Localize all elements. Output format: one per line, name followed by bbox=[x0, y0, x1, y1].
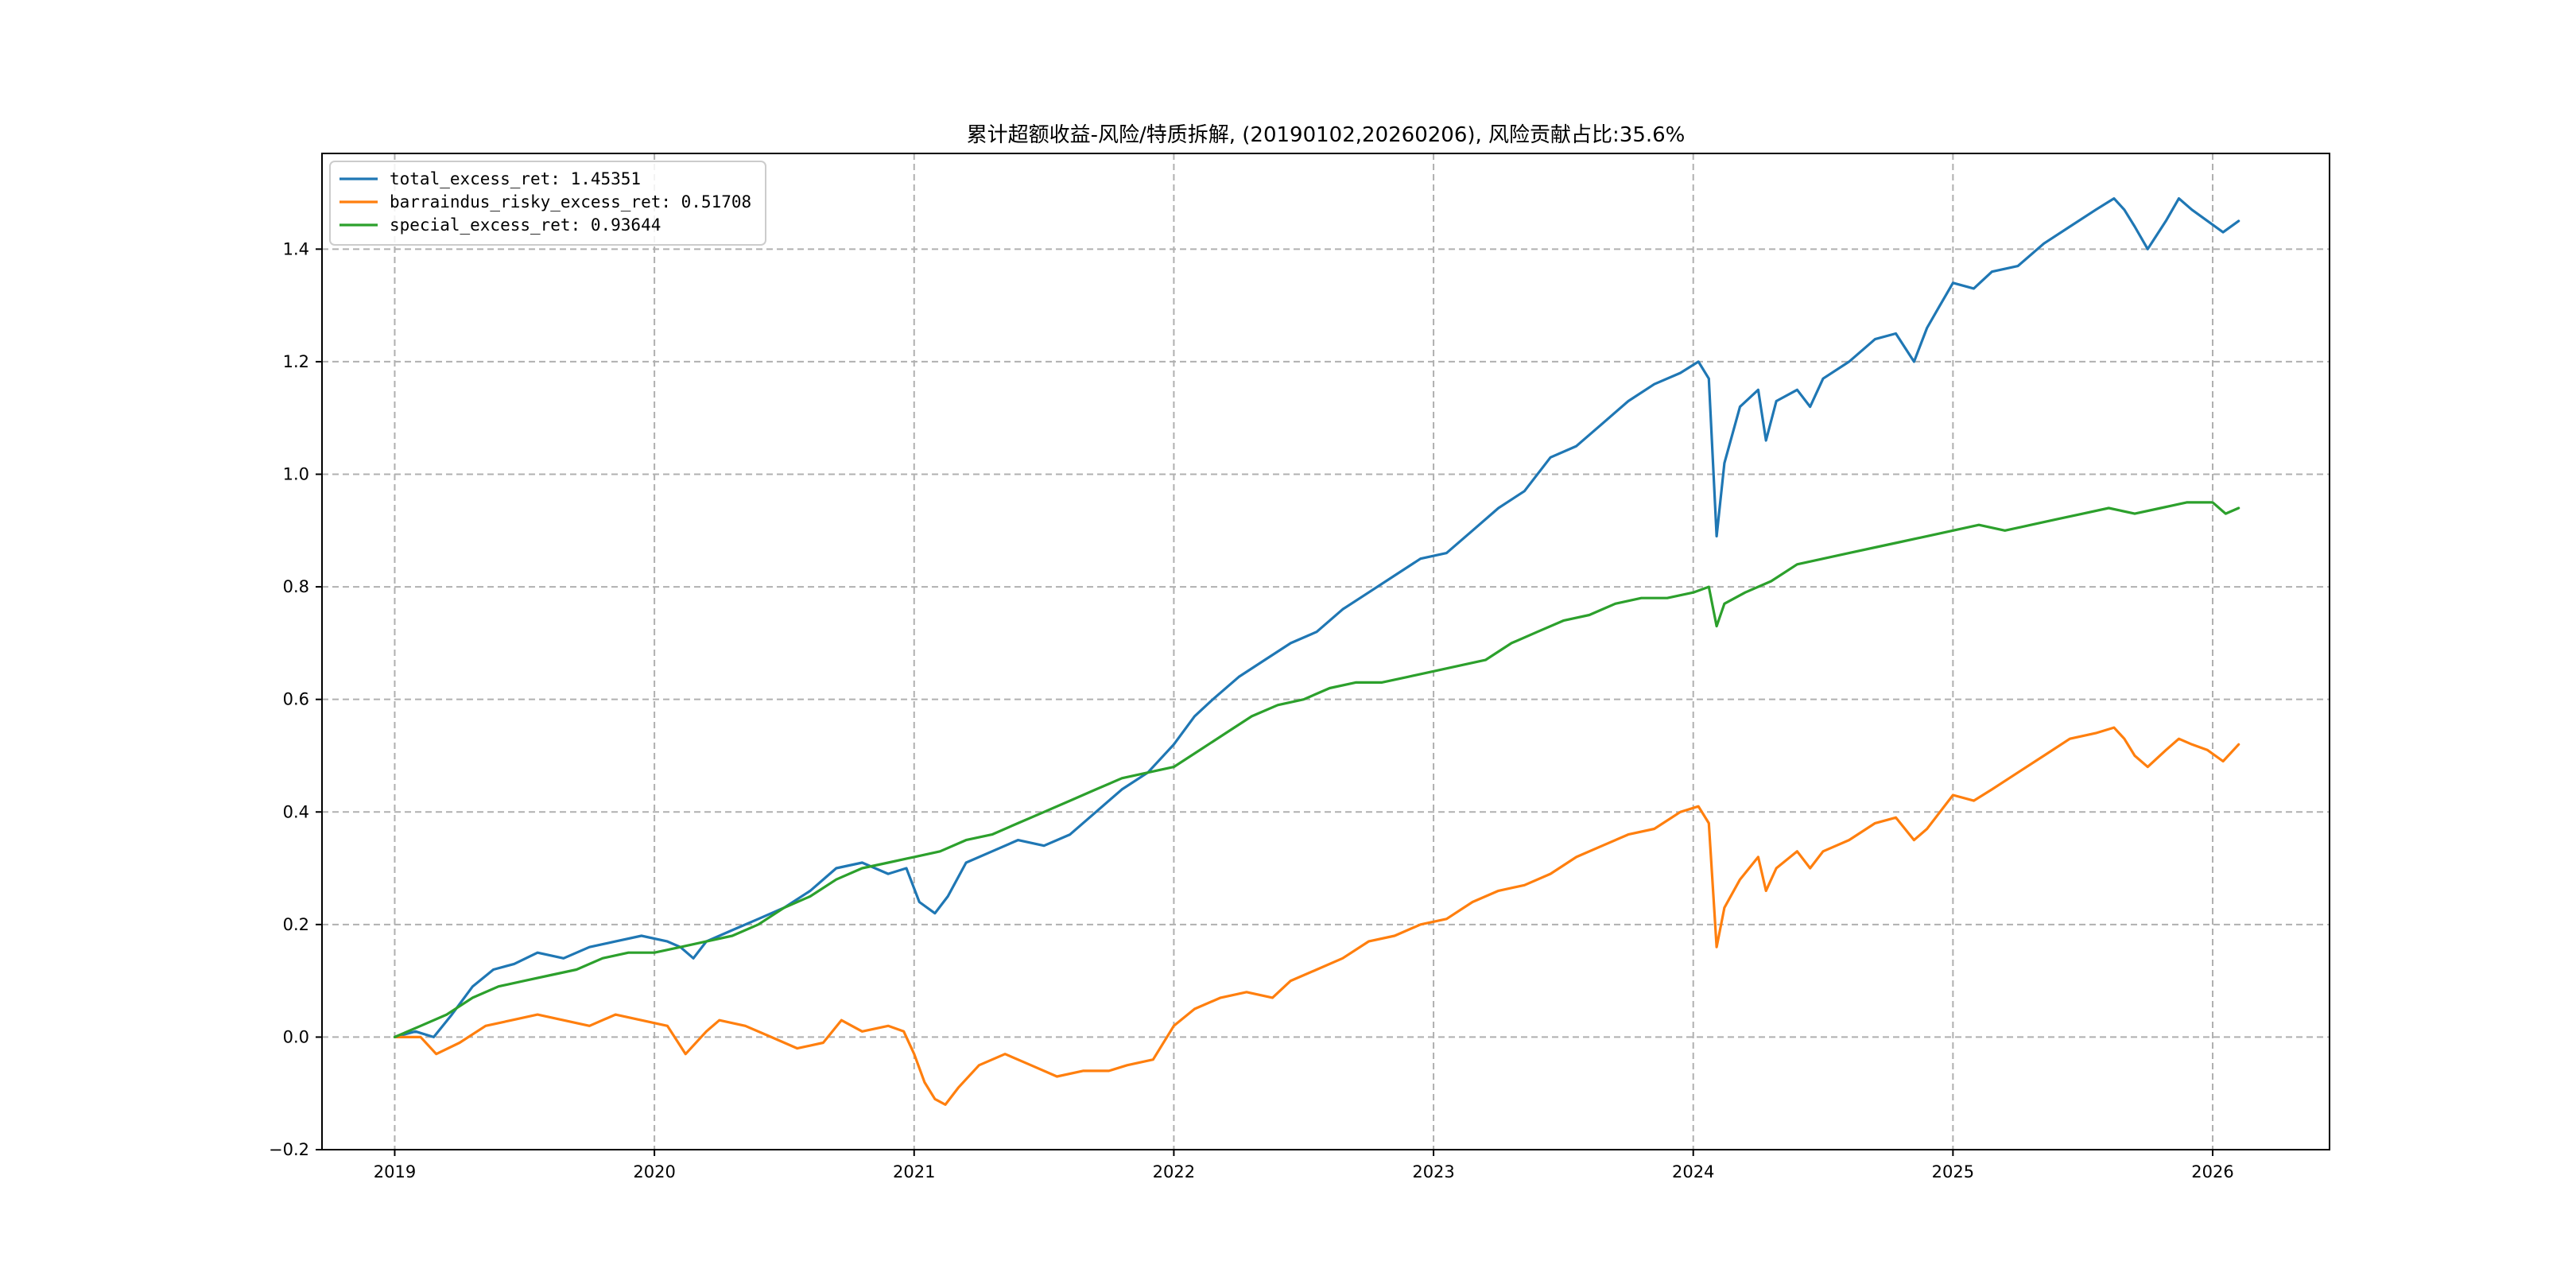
series-line-total_excess_ret bbox=[393, 197, 2240, 1038]
y-tick-label: 0.2 bbox=[283, 915, 309, 934]
y-tick-label: 0.8 bbox=[283, 577, 309, 596]
y-tick-label: 0.0 bbox=[283, 1027, 309, 1046]
y-tick-label: 0.4 bbox=[283, 802, 309, 821]
x-tick-label: 2022 bbox=[1153, 1162, 1195, 1181]
legend: total_excess_ret: 1.45351 barraindus_risk… bbox=[329, 161, 766, 246]
x-tick-label: 2025 bbox=[1932, 1162, 1974, 1181]
x-tick-label: 2020 bbox=[633, 1162, 675, 1181]
plot-frame bbox=[321, 153, 2330, 1150]
y-tick-label: 0.6 bbox=[283, 690, 309, 709]
x-tick-label: 2024 bbox=[1672, 1162, 1714, 1181]
series-layer bbox=[393, 197, 2240, 1106]
series-line-special_excess_ret bbox=[393, 501, 2240, 1038]
y-tick-label: 1.4 bbox=[283, 239, 309, 258]
y-tick-label: −0.2 bbox=[269, 1140, 309, 1159]
y-tick-label: 1.2 bbox=[283, 352, 309, 371]
legend-box bbox=[329, 161, 766, 246]
y-tick-label: 1.0 bbox=[283, 465, 309, 484]
x-tick-label: 2021 bbox=[893, 1162, 935, 1181]
x-tick-label: 2026 bbox=[2191, 1162, 2233, 1181]
axes-layer: 2019 2020 2021 2022 2023 2024 2025 2026 −0.2 0.0 0… bbox=[269, 153, 2330, 1181]
x-tick-label: 2023 bbox=[1412, 1162, 1454, 1181]
x-tick-label: 2019 bbox=[374, 1162, 416, 1181]
series-line-barraindus_risky_excess_ret bbox=[393, 726, 2240, 1106]
legend-entry-barraindus_risky_excess_ret: barraindus_risky_excess_ret: 0.51708 bbox=[390, 192, 751, 211]
legend-entry-total_excess_ret: total_excess_ret: 1.45351 bbox=[390, 169, 641, 188]
legend-entry-special_excess_ret: special_excess_ret: 0.93644 bbox=[390, 215, 661, 235]
chart-title: 累计超额收益-风险/特质拆解, (20190102,20260206), 风险贡… bbox=[967, 123, 1686, 147]
